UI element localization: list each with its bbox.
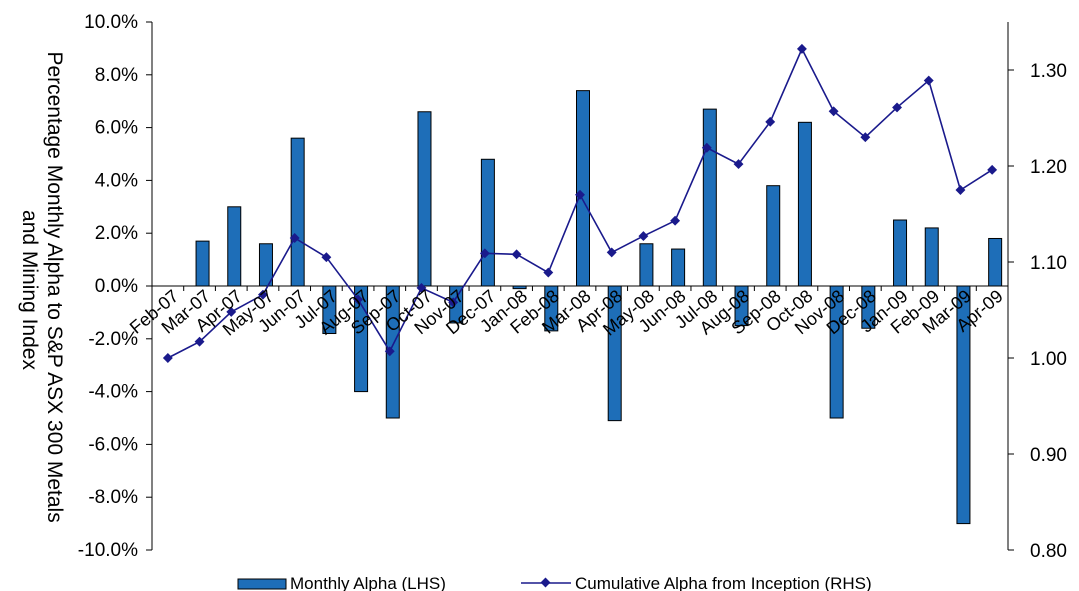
legend-label-monthly-alpha: Monthly Alpha (LHS) <box>290 574 446 591</box>
bar-jan-09 <box>893 219 908 287</box>
left-tick-label-5: 0.0% <box>95 276 138 297</box>
right-tick-label-5: 0.80 <box>1030 541 1067 562</box>
right-tick-label-1: 1.20 <box>1030 157 1067 178</box>
bar-jun-07 <box>290 137 305 287</box>
right-tick-label-3: 1.00 <box>1030 349 1067 370</box>
line-point-may-08 <box>638 231 649 242</box>
line-layer <box>162 43 998 363</box>
left-axis-title-line-1: Percentage Monthly Alpha to S&P ASX 300 … <box>43 51 66 522</box>
bar-jul-08 <box>702 108 717 287</box>
line-point-nov-07 <box>448 297 459 308</box>
left-tick-label-8: -6.0% <box>88 434 138 455</box>
line-point-apr-07 <box>226 306 237 317</box>
line-point-feb-09 <box>923 75 934 86</box>
right-tick-labels: 1.30 1.20 1.10 1.00 0.90 0.80 <box>1030 61 1067 562</box>
left-tick-label-2: 6.0% <box>95 118 138 139</box>
line-point-dec-08 <box>860 132 871 143</box>
bar-feb-09 <box>924 227 939 287</box>
line-point-oct-08 <box>796 43 807 54</box>
left-axis-title: Percentage Monthly Alpha to S&P ASX 300 … <box>18 51 66 528</box>
line-point-jul-07 <box>321 252 332 263</box>
line-point-mar-09 <box>955 185 966 195</box>
line-point-jul-08 <box>701 142 712 153</box>
line-point-sep-07 <box>384 346 395 357</box>
right-tick-label-4: 0.90 <box>1030 445 1067 466</box>
left-tick-label-10: -10.0% <box>78 540 138 561</box>
bar-apr-07 <box>227 206 242 287</box>
left-tick-label-0: 10.0% <box>84 12 138 33</box>
bar-apr-09 <box>988 237 1003 287</box>
legend-label-cumulative-alpha: Cumulative Alpha from Inception (RHS) <box>575 574 872 591</box>
line-point-may-07 <box>258 289 268 300</box>
line-point-feb-07 <box>162 353 173 363</box>
bar-sep-08 <box>766 185 781 287</box>
line-point-jan-08 <box>511 249 522 260</box>
line-point-feb-08 <box>543 267 554 278</box>
line-point-sep-08 <box>765 116 776 127</box>
left-tick-label-3: 4.0% <box>95 170 138 191</box>
line-point-jun-08 <box>670 215 681 226</box>
bar-mar-08 <box>576 90 590 287</box>
legend-line-marker <box>540 577 551 588</box>
bar-mar-07 <box>195 240 210 287</box>
line-point-mar-07 <box>194 336 205 347</box>
legend-bar-swatch <box>237 578 287 590</box>
bar-oct-07 <box>417 111 432 287</box>
bars-layer <box>163 90 1003 525</box>
line-point-mar-08 <box>575 189 585 200</box>
line-point-apr-09 <box>987 164 998 175</box>
left-axis-title-line-2: and Mining Index <box>18 210 41 370</box>
legend: Monthly Alpha (LHS) Cumulative Alpha fro… <box>237 574 872 591</box>
bar-dec-07 <box>480 158 495 287</box>
line-point-jan-09 <box>892 102 902 113</box>
right-tick-label-0: 1.30 <box>1030 61 1067 82</box>
axes-layer <box>146 21 1014 551</box>
right-tick-label-2: 1.10 <box>1030 253 1067 274</box>
line-point-apr-08 <box>606 247 617 258</box>
bar-oct-08 <box>797 121 812 287</box>
left-tick-labels: 10.0% 8.0% 6.0% 4.0% 2.0% 0.0% -2.0% -4.0% -6.0%… <box>78 12 138 561</box>
left-tick-label-6: -2.0% <box>88 329 138 350</box>
line-point-jun-07 <box>289 233 300 243</box>
left-tick-label-9: -8.0% <box>88 487 138 508</box>
left-tick-label-4: 2.0% <box>95 223 138 244</box>
line-point-oct-07 <box>416 282 427 293</box>
line-point-nov-08 <box>828 106 839 117</box>
left-tick-label-1: 8.0% <box>95 65 138 86</box>
bar-may-08 <box>639 243 654 287</box>
line-point-aug-08 <box>733 159 744 170</box>
left-tick-label-7: -4.0% <box>88 382 138 403</box>
line-point-aug-07 <box>353 294 364 305</box>
bar-jun-08 <box>671 248 686 287</box>
